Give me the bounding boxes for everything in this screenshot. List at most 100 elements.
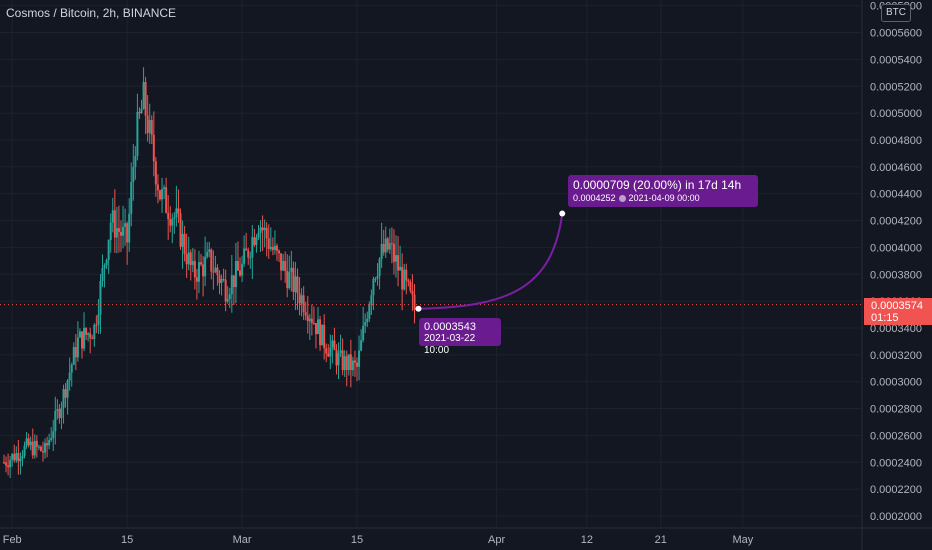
candle-body [333, 340, 336, 350]
candle-body [343, 356, 346, 371]
price-axis[interactable]: 0.00058000.00056000.00054000.00052000.00… [870, 1, 922, 523]
candle-body [386, 238, 389, 250]
price-tick-label: 0.0003800 [870, 269, 922, 281]
candle-body [245, 248, 248, 251]
candle-body [300, 295, 303, 304]
start-price: 0.0003543 [424, 321, 476, 333]
candle-body [126, 223, 129, 243]
candle-body [261, 227, 264, 231]
candle-body [278, 250, 281, 254]
candle-body [158, 190, 161, 200]
candle-body [206, 251, 209, 257]
candle-body [212, 271, 215, 273]
candle-body [177, 208, 180, 214]
candle-body [208, 249, 211, 252]
candle-body [85, 328, 88, 335]
candle-body [41, 451, 44, 453]
candle-body [286, 270, 289, 289]
price-tick-label: 0.0005000 [870, 108, 922, 120]
candle-body [234, 260, 237, 288]
candle-body [321, 324, 324, 346]
candle-body [13, 453, 16, 461]
candle-body [403, 269, 406, 290]
candle-body [144, 82, 147, 116]
candle-body [304, 312, 307, 316]
candle-body [356, 362, 359, 367]
candle-body [249, 257, 252, 259]
candle-body [226, 299, 229, 302]
chart-title: Cosmos / Bitcoin, 2h, BINANCE [6, 6, 177, 20]
candle-body [19, 458, 22, 462]
candle-body [7, 465, 10, 468]
candle-body [39, 446, 42, 452]
candle-body [146, 115, 149, 134]
candle-body [132, 167, 135, 182]
candle-body [366, 318, 369, 323]
candle-body [175, 208, 178, 218]
candle-body [319, 319, 322, 346]
time-tick-label: Mar [233, 534, 252, 546]
last-price-value: 0.0003574 [871, 300, 923, 312]
candle-body [3, 462, 5, 464]
candle-body [275, 245, 278, 251]
price-tick-label: 0.0005200 [870, 81, 922, 93]
candle-body [171, 218, 174, 226]
candle-body [136, 111, 139, 157]
candle-body [224, 279, 227, 302]
candle-body [310, 318, 313, 324]
candle-body [222, 279, 225, 281]
currency-badge[interactable]: BTC [881, 4, 911, 22]
candle-body [298, 293, 301, 304]
candle-body [341, 350, 344, 371]
candle-body [103, 264, 106, 269]
candle-body [11, 453, 14, 460]
candle-body [66, 380, 69, 398]
candle-body [17, 453, 20, 462]
candle-body [214, 267, 217, 272]
candle-body [251, 237, 254, 258]
candle-body [31, 441, 34, 456]
candle-body [183, 233, 186, 255]
candle-body [216, 267, 219, 276]
time-tick-label: 15 [121, 534, 133, 546]
candle-body [134, 156, 137, 168]
candle-body [292, 267, 295, 292]
price-tick-label: 0.0003200 [870, 350, 922, 362]
candle-body [267, 238, 270, 249]
price-tick-label: 0.0003400 [870, 323, 922, 335]
candle-body [376, 275, 379, 279]
candle-body [210, 249, 213, 272]
candle-body [99, 281, 102, 315]
candle-body [15, 453, 18, 461]
projection-target: 0.0004252 2021-04-09 00:00 [573, 192, 753, 204]
candle-body [27, 438, 30, 446]
time-axis[interactable]: Feb 15 Mar 15 Apr 12 21 May [3, 534, 754, 546]
candle-body [378, 258, 381, 276]
candle-body [161, 189, 164, 200]
price-tick-label: 0.0002000 [870, 511, 922, 523]
candle-body [150, 120, 153, 135]
candle-body [382, 244, 385, 253]
candle-body [68, 372, 71, 381]
candle-body [105, 259, 108, 265]
candle-body [273, 245, 276, 251]
candle-body [265, 227, 268, 239]
candle-body [29, 441, 32, 446]
candle-body [48, 440, 51, 446]
candle-body [37, 446, 40, 448]
candle-body [187, 252, 190, 265]
candle-body [91, 338, 94, 340]
candle-body [347, 354, 350, 370]
projection-start-point[interactable] [415, 305, 422, 312]
price-tick-label: 0.0004800 [870, 135, 922, 147]
projection-end-point[interactable] [559, 210, 566, 217]
candle-body [193, 261, 196, 278]
candle-body [290, 267, 293, 272]
candle-body [411, 290, 414, 295]
candle-body [349, 354, 352, 371]
start-time: 2021-03-22 10:00 [424, 333, 476, 356]
candle-body [156, 184, 159, 191]
candle-body [257, 232, 260, 238]
candle-body [314, 323, 317, 335]
